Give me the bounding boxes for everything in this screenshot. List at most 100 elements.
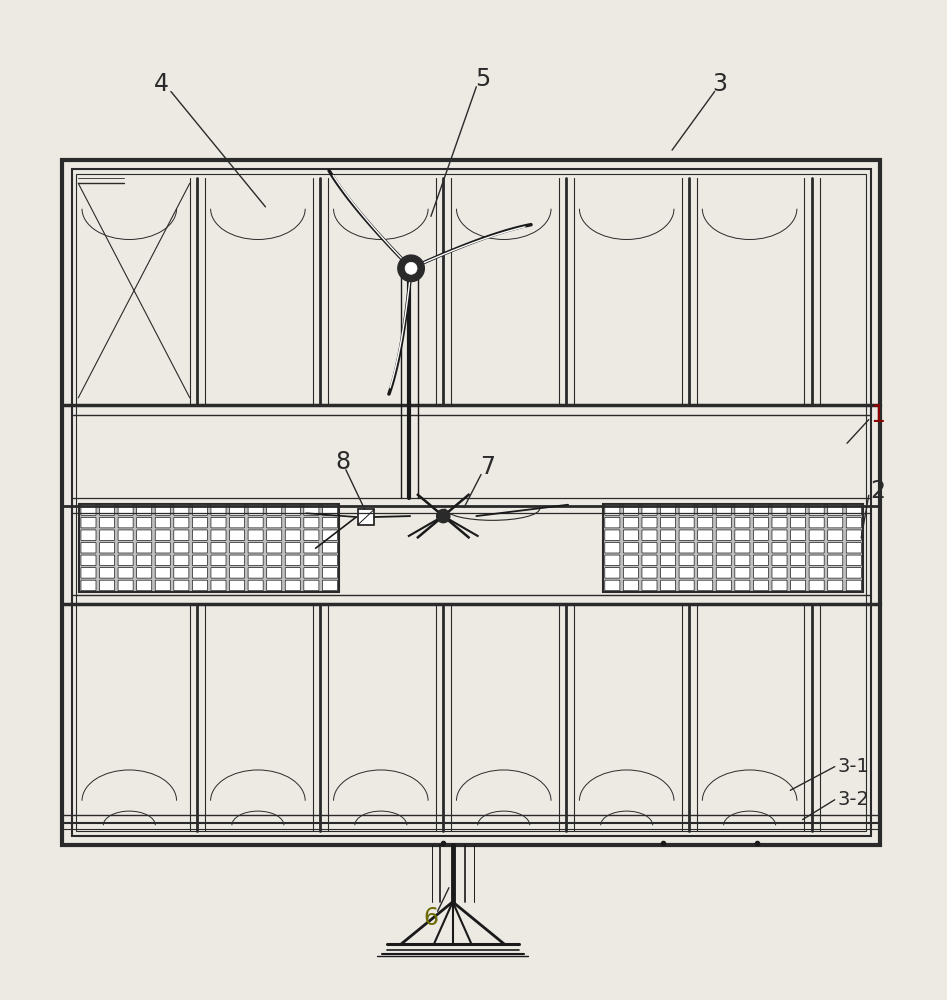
FancyBboxPatch shape — [248, 568, 263, 578]
FancyBboxPatch shape — [118, 568, 134, 578]
FancyBboxPatch shape — [605, 543, 620, 553]
FancyBboxPatch shape — [174, 505, 188, 515]
FancyBboxPatch shape — [847, 555, 862, 566]
FancyBboxPatch shape — [809, 505, 824, 515]
FancyBboxPatch shape — [248, 517, 263, 528]
FancyBboxPatch shape — [322, 505, 337, 515]
FancyBboxPatch shape — [642, 568, 657, 578]
FancyBboxPatch shape — [267, 517, 282, 528]
FancyBboxPatch shape — [192, 505, 207, 515]
FancyBboxPatch shape — [660, 543, 675, 553]
FancyBboxPatch shape — [679, 530, 694, 540]
FancyBboxPatch shape — [847, 505, 862, 515]
FancyBboxPatch shape — [211, 555, 226, 566]
FancyBboxPatch shape — [229, 505, 244, 515]
FancyBboxPatch shape — [754, 505, 768, 515]
FancyBboxPatch shape — [828, 543, 843, 553]
FancyBboxPatch shape — [136, 568, 152, 578]
FancyBboxPatch shape — [623, 568, 638, 578]
FancyBboxPatch shape — [605, 555, 620, 566]
FancyBboxPatch shape — [267, 568, 282, 578]
FancyBboxPatch shape — [847, 568, 862, 578]
FancyBboxPatch shape — [192, 580, 207, 591]
FancyBboxPatch shape — [828, 505, 843, 515]
FancyBboxPatch shape — [285, 580, 300, 591]
FancyBboxPatch shape — [735, 505, 750, 515]
FancyBboxPatch shape — [679, 555, 694, 566]
FancyBboxPatch shape — [642, 543, 657, 553]
FancyBboxPatch shape — [285, 517, 300, 528]
FancyBboxPatch shape — [642, 505, 657, 515]
FancyBboxPatch shape — [809, 555, 824, 566]
FancyBboxPatch shape — [642, 580, 657, 591]
FancyBboxPatch shape — [211, 530, 226, 540]
FancyBboxPatch shape — [828, 517, 843, 528]
FancyBboxPatch shape — [642, 530, 657, 540]
FancyBboxPatch shape — [847, 530, 862, 540]
FancyBboxPatch shape — [155, 530, 170, 540]
FancyBboxPatch shape — [791, 505, 806, 515]
FancyBboxPatch shape — [791, 555, 806, 566]
Text: 3-1: 3-1 — [837, 757, 869, 776]
FancyBboxPatch shape — [828, 530, 843, 540]
FancyBboxPatch shape — [772, 543, 787, 553]
FancyBboxPatch shape — [118, 505, 134, 515]
FancyBboxPatch shape — [80, 543, 96, 553]
FancyBboxPatch shape — [847, 580, 862, 591]
FancyBboxPatch shape — [99, 580, 115, 591]
FancyBboxPatch shape — [136, 505, 152, 515]
FancyBboxPatch shape — [267, 505, 282, 515]
Bar — [72, 169, 870, 836]
FancyBboxPatch shape — [229, 543, 244, 553]
FancyBboxPatch shape — [136, 530, 152, 540]
FancyBboxPatch shape — [229, 580, 244, 591]
FancyBboxPatch shape — [772, 568, 787, 578]
FancyBboxPatch shape — [791, 580, 806, 591]
FancyBboxPatch shape — [192, 555, 207, 566]
FancyBboxPatch shape — [698, 517, 713, 528]
FancyBboxPatch shape — [791, 517, 806, 528]
FancyBboxPatch shape — [118, 580, 134, 591]
FancyBboxPatch shape — [285, 555, 300, 566]
Text: 1: 1 — [870, 403, 885, 427]
FancyBboxPatch shape — [229, 530, 244, 540]
FancyBboxPatch shape — [118, 543, 134, 553]
FancyBboxPatch shape — [155, 505, 170, 515]
FancyBboxPatch shape — [698, 543, 713, 553]
FancyBboxPatch shape — [716, 568, 731, 578]
FancyBboxPatch shape — [772, 517, 787, 528]
FancyBboxPatch shape — [698, 530, 713, 540]
FancyBboxPatch shape — [304, 555, 319, 566]
FancyBboxPatch shape — [118, 517, 134, 528]
FancyBboxPatch shape — [192, 530, 207, 540]
FancyBboxPatch shape — [285, 530, 300, 540]
FancyBboxPatch shape — [735, 580, 750, 591]
FancyBboxPatch shape — [304, 530, 319, 540]
Bar — [603, 504, 863, 592]
FancyBboxPatch shape — [136, 517, 152, 528]
FancyBboxPatch shape — [698, 555, 713, 566]
FancyBboxPatch shape — [192, 543, 207, 553]
FancyBboxPatch shape — [285, 543, 300, 553]
FancyBboxPatch shape — [155, 517, 170, 528]
FancyBboxPatch shape — [322, 555, 337, 566]
FancyBboxPatch shape — [660, 530, 675, 540]
Circle shape — [437, 509, 450, 523]
FancyBboxPatch shape — [716, 543, 731, 553]
FancyBboxPatch shape — [660, 517, 675, 528]
FancyBboxPatch shape — [791, 530, 806, 540]
FancyBboxPatch shape — [847, 543, 862, 553]
Bar — [80, 504, 339, 592]
FancyBboxPatch shape — [211, 580, 226, 591]
FancyBboxPatch shape — [754, 555, 768, 566]
FancyBboxPatch shape — [267, 580, 282, 591]
FancyBboxPatch shape — [322, 517, 337, 528]
Text: 3: 3 — [712, 72, 727, 96]
FancyBboxPatch shape — [304, 517, 319, 528]
FancyBboxPatch shape — [623, 505, 638, 515]
FancyBboxPatch shape — [809, 517, 824, 528]
FancyBboxPatch shape — [828, 568, 843, 578]
FancyBboxPatch shape — [828, 555, 843, 566]
FancyBboxPatch shape — [735, 530, 750, 540]
FancyBboxPatch shape — [679, 568, 694, 578]
